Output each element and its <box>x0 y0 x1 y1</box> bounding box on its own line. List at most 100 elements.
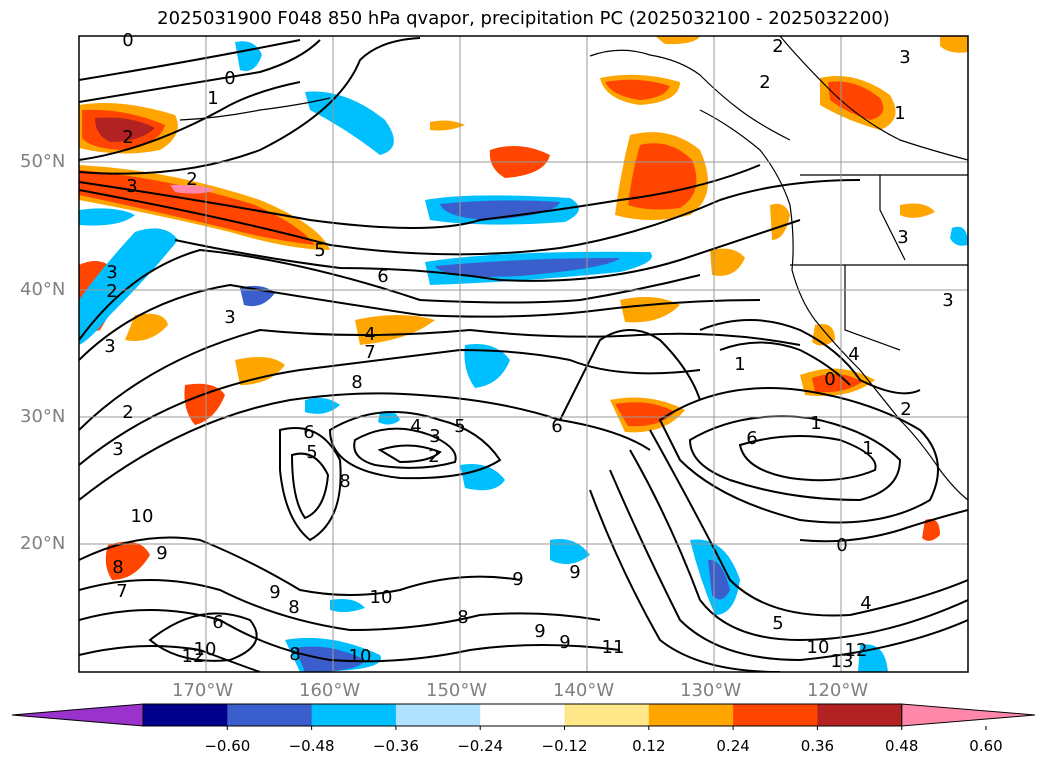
contour-label: 8 <box>112 557 123 578</box>
contour-label: 0 <box>224 68 235 89</box>
contour-label: 3 <box>104 336 115 357</box>
contour-label: 4 <box>848 344 859 365</box>
contour-label: 4 <box>860 593 871 614</box>
contour-label: 5 <box>306 442 317 463</box>
contour-label: 7 <box>116 581 127 602</box>
colorbar-segment <box>564 704 650 726</box>
colorbar-tick-label: −0.12 <box>541 737 588 755</box>
map-title: 2025031900 F048 850 hPa qvapor, precipit… <box>157 8 890 29</box>
contour-label: 3 <box>112 439 123 460</box>
contour-label: 10 <box>349 646 372 667</box>
contour-label: 10 <box>807 637 830 658</box>
contour-label: 3 <box>897 227 908 248</box>
colorbar-segment <box>480 704 565 726</box>
map-frame <box>78 35 969 673</box>
contour-label: 8 <box>457 607 468 628</box>
contour-label: 11 <box>602 637 625 658</box>
contour-label: 2 <box>772 36 783 57</box>
contour-label: 8 <box>288 597 299 618</box>
colorbar-tick-label: 0.36 <box>800 737 835 755</box>
contour-label: 10 <box>131 506 154 527</box>
contour-label: 8 <box>339 471 350 492</box>
contour-label: 0 <box>836 535 847 556</box>
colorbar-segment <box>227 704 313 726</box>
colorbar <box>11 703 1036 730</box>
contour-label: 5 <box>314 240 325 261</box>
colorbar-tick-label: 0.12 <box>632 737 666 755</box>
contour-label: 10 <box>370 587 393 608</box>
coastlines <box>179 36 968 501</box>
contour-label: 3 <box>429 426 440 447</box>
contour-label: 0 <box>824 369 835 390</box>
colorbar-segment <box>395 704 481 726</box>
contour-label: 10 <box>194 639 217 660</box>
lat-label: 20°N <box>20 533 66 554</box>
colorbar-segment <box>311 704 397 726</box>
contour-label: 6 <box>746 428 757 449</box>
lon-label: 150°W <box>426 680 488 701</box>
lat-label: 50°N <box>20 151 66 172</box>
contour-label: 6 <box>551 416 562 437</box>
contour-label: 5 <box>454 416 465 437</box>
lon-label: 160°W <box>299 680 361 701</box>
contour-label: 4 <box>410 416 421 437</box>
colorbar-tick-label: −0.36 <box>372 737 419 755</box>
contour-label: 9 <box>569 562 580 583</box>
colorbar-segment <box>733 704 818 726</box>
contour-label: 3 <box>224 307 235 328</box>
contour-label: 2 <box>186 169 197 190</box>
lon-label: 170°W <box>172 680 234 701</box>
lat-label: 30°N <box>20 406 66 427</box>
contour-label: 4 <box>364 324 375 345</box>
contour-label: 6 <box>377 266 388 287</box>
colorbar-segment <box>648 704 734 726</box>
contour-label: 6 <box>212 612 223 633</box>
colorbar-tick-label: −0.24 <box>457 737 504 755</box>
contour-label: 0 <box>122 30 133 51</box>
colorbar-tick-label: 0.48 <box>884 737 919 755</box>
colorbar-tick-label: 0.60 <box>969 737 1003 755</box>
colorbar-segment <box>817 704 903 726</box>
contour-label: 3 <box>106 262 117 283</box>
contour-label: 5 <box>772 613 783 634</box>
contour-label: 2 <box>428 446 439 467</box>
contour-label: 2 <box>900 399 911 420</box>
contour-label: 12 <box>845 640 868 661</box>
colorbar-extend-low <box>11 703 144 727</box>
contour-label: 3 <box>899 47 910 68</box>
contour-label: 9 <box>559 632 570 653</box>
contour-label: 1 <box>862 438 873 459</box>
contour-label: 2 <box>122 402 133 423</box>
contour-label: 2 <box>122 127 133 148</box>
contour-label: 9 <box>269 582 280 603</box>
contour-label: 2 <box>106 281 117 302</box>
contour-label: 9 <box>156 543 167 564</box>
contour-label: 1 <box>207 88 218 109</box>
lon-label: 120°W <box>807 680 869 701</box>
grid-lines <box>79 36 968 672</box>
contour-label: 13 <box>831 651 854 672</box>
contour-label: 7 <box>364 342 375 363</box>
contour-label: 1 <box>894 103 905 124</box>
contour-label: 9 <box>534 621 545 642</box>
lon-label: 140°W <box>553 680 615 701</box>
colorbar-segment <box>143 704 228 726</box>
lat-label: 40°N <box>20 279 66 300</box>
colorbar-tick-label: −0.48 <box>288 737 335 755</box>
colorbar-extend-high <box>901 703 1036 727</box>
contour-label: 9 <box>512 569 523 590</box>
contour-label: 8 <box>351 372 362 393</box>
colorbar-tick-label: −0.60 <box>204 737 251 755</box>
colorbar-tick-label: 0.24 <box>716 737 750 755</box>
contour-label: 12 <box>182 646 205 667</box>
contour-label: 8 <box>289 644 300 665</box>
contour-label: 1 <box>734 354 745 375</box>
lon-label: 130°W <box>680 680 742 701</box>
qvapor-contours <box>79 37 968 672</box>
contour-label: 6 <box>303 422 314 443</box>
colorbar-outline <box>142 703 903 727</box>
precipitation-shading <box>79 36 968 672</box>
contour-label: 3 <box>942 290 953 311</box>
